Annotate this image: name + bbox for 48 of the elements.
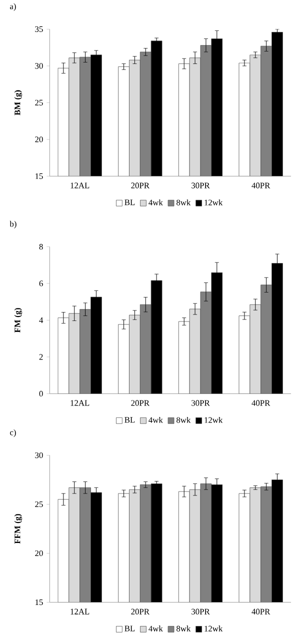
legend-label: 4wk [148,416,163,423]
y-tick-label: 0 [39,390,43,397]
y-axis-title: FM (g) [14,308,22,333]
y-tick-label: 8 [39,244,43,250]
legend-label: 4wk [148,626,163,632]
y-tick-label: 25 [35,100,43,106]
x-tick-label: 30PR [192,182,210,188]
x-tick-label: 20PR [131,608,150,614]
x-tick-label: 30PR [192,400,210,406]
y-axis-title: FFM (g) [14,514,22,544]
legend-label: BL [124,200,135,206]
y-tick-label: 6 [39,280,43,286]
bar [150,280,162,394]
x-tick-label: 40PR [252,182,270,188]
legend-label: BL [124,417,135,423]
legend-label: 12wk [204,416,223,423]
bar [272,263,283,394]
y-tick-label: 30 [35,452,43,458]
x-tick-label: 40PR [252,608,270,614]
x-tick-label: 12AL [70,608,90,614]
x-tick-label: 40PR [252,400,270,406]
y-tick-label: 30 [35,63,43,69]
y-tick-label: 15 [36,173,43,179]
y-tick-label: 35 [35,26,43,32]
legend-label: 8wk [176,199,191,206]
y-tick-label: 25 [35,501,43,508]
x-tick-label: 30PR [192,608,210,614]
y-tick-label: 15 [36,599,43,606]
legend-label: 4wk [148,199,163,206]
legend-label: BL [124,626,135,632]
y-tick-label: 20 [35,550,43,556]
x-tick-label: 20PR [131,182,150,188]
legend-label: 8wk [176,416,191,423]
bar [90,296,102,394]
y-tick-label: 20 [35,136,43,142]
y-tick-label: 2 [39,354,43,360]
x-tick-label: 12AL [70,182,90,188]
x-tick-label: 12AL [70,400,90,406]
x-tick-label: 20PR [131,400,150,406]
chart-title: c) [10,429,16,438]
y-tick-label: 4 [39,317,44,323]
chart-title: b) [10,220,16,228]
y-axis-title: BM (g) [14,90,22,116]
legend-label: 12wk [204,626,223,632]
legend-label: 8wk [176,626,191,632]
legend-label: 12wk [204,199,223,206]
chart-title: a) [10,3,16,11]
bar [211,272,223,394]
